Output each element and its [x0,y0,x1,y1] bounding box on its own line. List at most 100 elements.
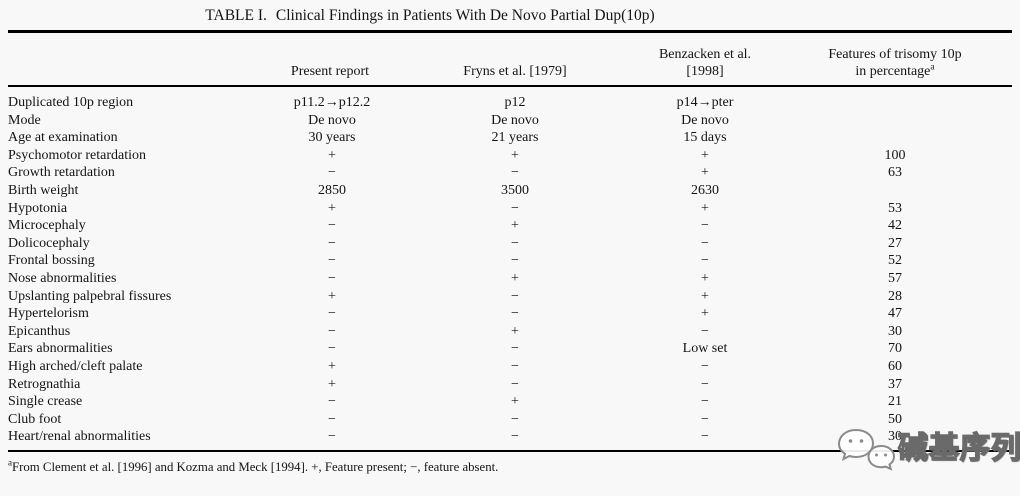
feature-cell: Hypertelorism [8,306,89,322]
table-row: Hypotonia + − +53 [8,200,1012,218]
benzacken-cell: + [701,306,709,322]
fryns-cell: − [511,235,519,251]
table-row: Birth weight 2850 3500 2630 [8,182,1012,200]
fryns-cell: − [511,253,519,269]
percentage-cell: 63 [888,165,902,181]
percentage-cell: 27 [888,235,902,251]
column-header-features-percentage: Features of trisomy 10p in percentagea [770,46,1020,80]
percentage-cell: 28 [888,288,902,304]
watermark: 碱基序列 [836,420,1020,478]
fryns-cell: − [511,358,519,374]
wechat-bubbles-icon [837,428,896,471]
present-report-cell: + [328,288,336,304]
benzacken-cell: − [701,376,709,392]
present-report-cell: p11.2→p12.2 [293,95,371,110]
column-header-features-line2: in percentagea [770,63,1020,80]
feature-cell: Retrognathia [8,376,81,392]
percentage-cell: 42 [888,218,902,234]
watermark-text: 碱基序列 [897,430,1020,467]
table-row: Club foot − − − 50 [8,411,1012,429]
feature-cell: High arched/cleft palate [8,358,143,374]
present-report-cell: 2850 [318,182,346,198]
column-header-fryns: Fryns et al. [1979] [463,64,567,79]
table-row: Retrognathia + − − 37 [8,376,1012,394]
benzacken-cell: + [701,165,709,181]
feature-cell: Duplicated 10p region [8,95,134,110]
benzacken-cell: 15 days [683,130,727,146]
present-report-cell: − [328,306,336,322]
present-report-cell: − [328,218,336,234]
table-footnote: aFrom Clement et al. [1996] and Kozma an… [8,457,1008,475]
table-title: TABLE I. Clinical Findings in Patients Wi… [0,7,860,25]
present-report-cell: − [328,235,336,251]
table-row: Growth retardation − − +63 [8,164,1012,182]
feature-cell: Single crease [8,394,83,410]
present-report-cell: + [328,376,336,392]
percentage-cell: 21 [888,394,902,410]
fryns-cell: De novo [491,112,539,128]
feature-cell: Birth weight [8,182,79,198]
fryns-cell: − [511,306,519,322]
footnote-marker: a [8,457,12,468]
present-report-cell: − [328,341,336,357]
fryns-cell: + [511,147,519,163]
benzacken-cell: − [701,394,709,410]
fryns-cell: − [511,165,519,181]
benzacken-cell: − [701,358,709,374]
benzacken-cell: − [701,411,709,427]
percentage-cell: 52 [888,253,902,269]
present-report-cell: + [328,147,336,163]
benzacken-cell: 2630 [691,182,719,198]
table-row: Age at examination 30 years 21 years 15 day… [8,129,1012,147]
rule-below-headers [8,85,1012,87]
percentage-cell: 30 [888,429,902,445]
present-report-cell: − [328,429,336,445]
percentage-cell: 47 [888,306,902,322]
column-header-features-line2-text: in percentage [855,64,931,79]
benzacken-cell: Low set [682,341,728,357]
fryns-cell: − [511,429,519,445]
benzacken-cell: p14→pter [676,95,734,110]
feature-cell: Psychomotor retardation [8,147,147,163]
percentage-cell [778,129,1012,147]
footnote-text: From Clement et al. [1996] and Kozma and… [12,460,499,474]
fryns-cell: 3500 [501,182,529,198]
present-report-cell: De novo [308,112,356,128]
present-report-cell: − [328,270,336,286]
table-row: Dolicocephaly − − − 27 [8,235,1012,253]
percentage-cell: 57 [888,270,902,286]
fryns-cell: + [511,218,519,234]
benzacken-cell: + [701,288,709,304]
table-row: Upslanting palpebral fissures + − +28 [8,288,1012,306]
rule-below-title [8,30,1012,33]
fryns-cell: p12 [504,95,526,110]
benzacken-cell: − [701,253,709,269]
table-row: Epicanthus − + − 30 [8,323,1012,341]
fryns-cell: − [511,341,519,357]
feature-cell: Growth retardation [8,165,115,181]
table-row: Heart/renal abnormalities − − − 30 [8,428,1012,446]
table-row: Ears abnormalities − − Low set 70 [8,340,1012,358]
percentage-cell [778,94,1012,112]
feature-cell: Nose abnormalities [8,270,117,286]
present-report-cell: − [328,411,336,427]
fryns-cell: + [511,270,519,286]
feature-cell: Mode [8,112,41,128]
table-row: Microcephaly − + − 42 [8,217,1012,235]
table-body: Duplicated 10p region p11.2→p12.2 p12 p14→p… [8,94,1012,446]
benzacken-cell: + [701,270,709,286]
feature-cell: Upslanting palpebral fissures [8,288,172,304]
percentage-cell: 100 [884,147,906,163]
present-report-cell: − [328,253,336,269]
percentage-cell [778,182,1012,200]
table-row: Single crease − + − 21 [8,393,1012,411]
fryns-cell: − [511,288,519,304]
table-title-text: Clinical Findings in Patients With De No… [275,7,655,24]
present-report-cell: − [328,165,336,181]
table-title-label: TABLE I. [205,7,267,24]
column-header-benzacken-line2: [1998] [686,64,724,79]
features-superscript-a: a [930,62,935,73]
column-header-benzacken: Benzacken et al. [1998] [632,46,778,80]
present-report-cell: + [328,358,336,374]
column-header-present-report: Present report [290,64,370,79]
